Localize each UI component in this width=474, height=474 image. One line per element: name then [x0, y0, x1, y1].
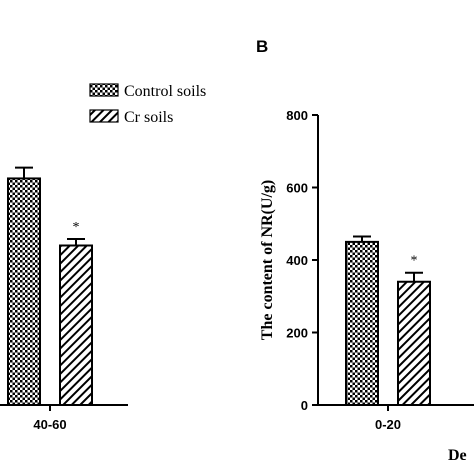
- panel-a-bar-cr-soils: [59, 244, 93, 406]
- panel-b-category-label: 0-20: [375, 417, 401, 432]
- panel-b-y-axis-title: The content of NR(U/g): [259, 180, 276, 340]
- legend-label-control: Control soils: [124, 83, 206, 100]
- panel-b-x-axis-title: De: [448, 447, 467, 464]
- panel-a-significance-mark: *: [73, 220, 80, 235]
- panel-b-bar-control-soils: [345, 240, 379, 406]
- panel-b-y-tick-label-200: 200: [286, 326, 308, 341]
- panel-b-y-tick-label-400: 400: [286, 253, 308, 268]
- legend-swatch-control: [89, 83, 119, 97]
- panel-b-plot: 0-20 0 200 400 600 800 *: [286, 108, 474, 432]
- legend-label-cr: Cr soils: [124, 109, 173, 126]
- panel-a-category-label: 40-60: [33, 417, 66, 432]
- legend: Control soils Cr soils: [89, 83, 206, 126]
- panel-a-bar-control-soils: [7, 177, 41, 406]
- panel-b-y-tick-label-0: 0: [301, 398, 308, 413]
- panel-b-y-tick-label-800: 800: [286, 108, 308, 123]
- panel-a-plot: 40-60 *: [0, 166, 128, 432]
- panel-label-b: B: [256, 37, 268, 56]
- panel-b-significance-mark: *: [411, 254, 418, 269]
- legend-swatch-cr: [89, 109, 119, 123]
- panel-b-bar-cr-soils: [397, 280, 431, 406]
- panel-b-y-tick-label-600: 600: [286, 181, 308, 196]
